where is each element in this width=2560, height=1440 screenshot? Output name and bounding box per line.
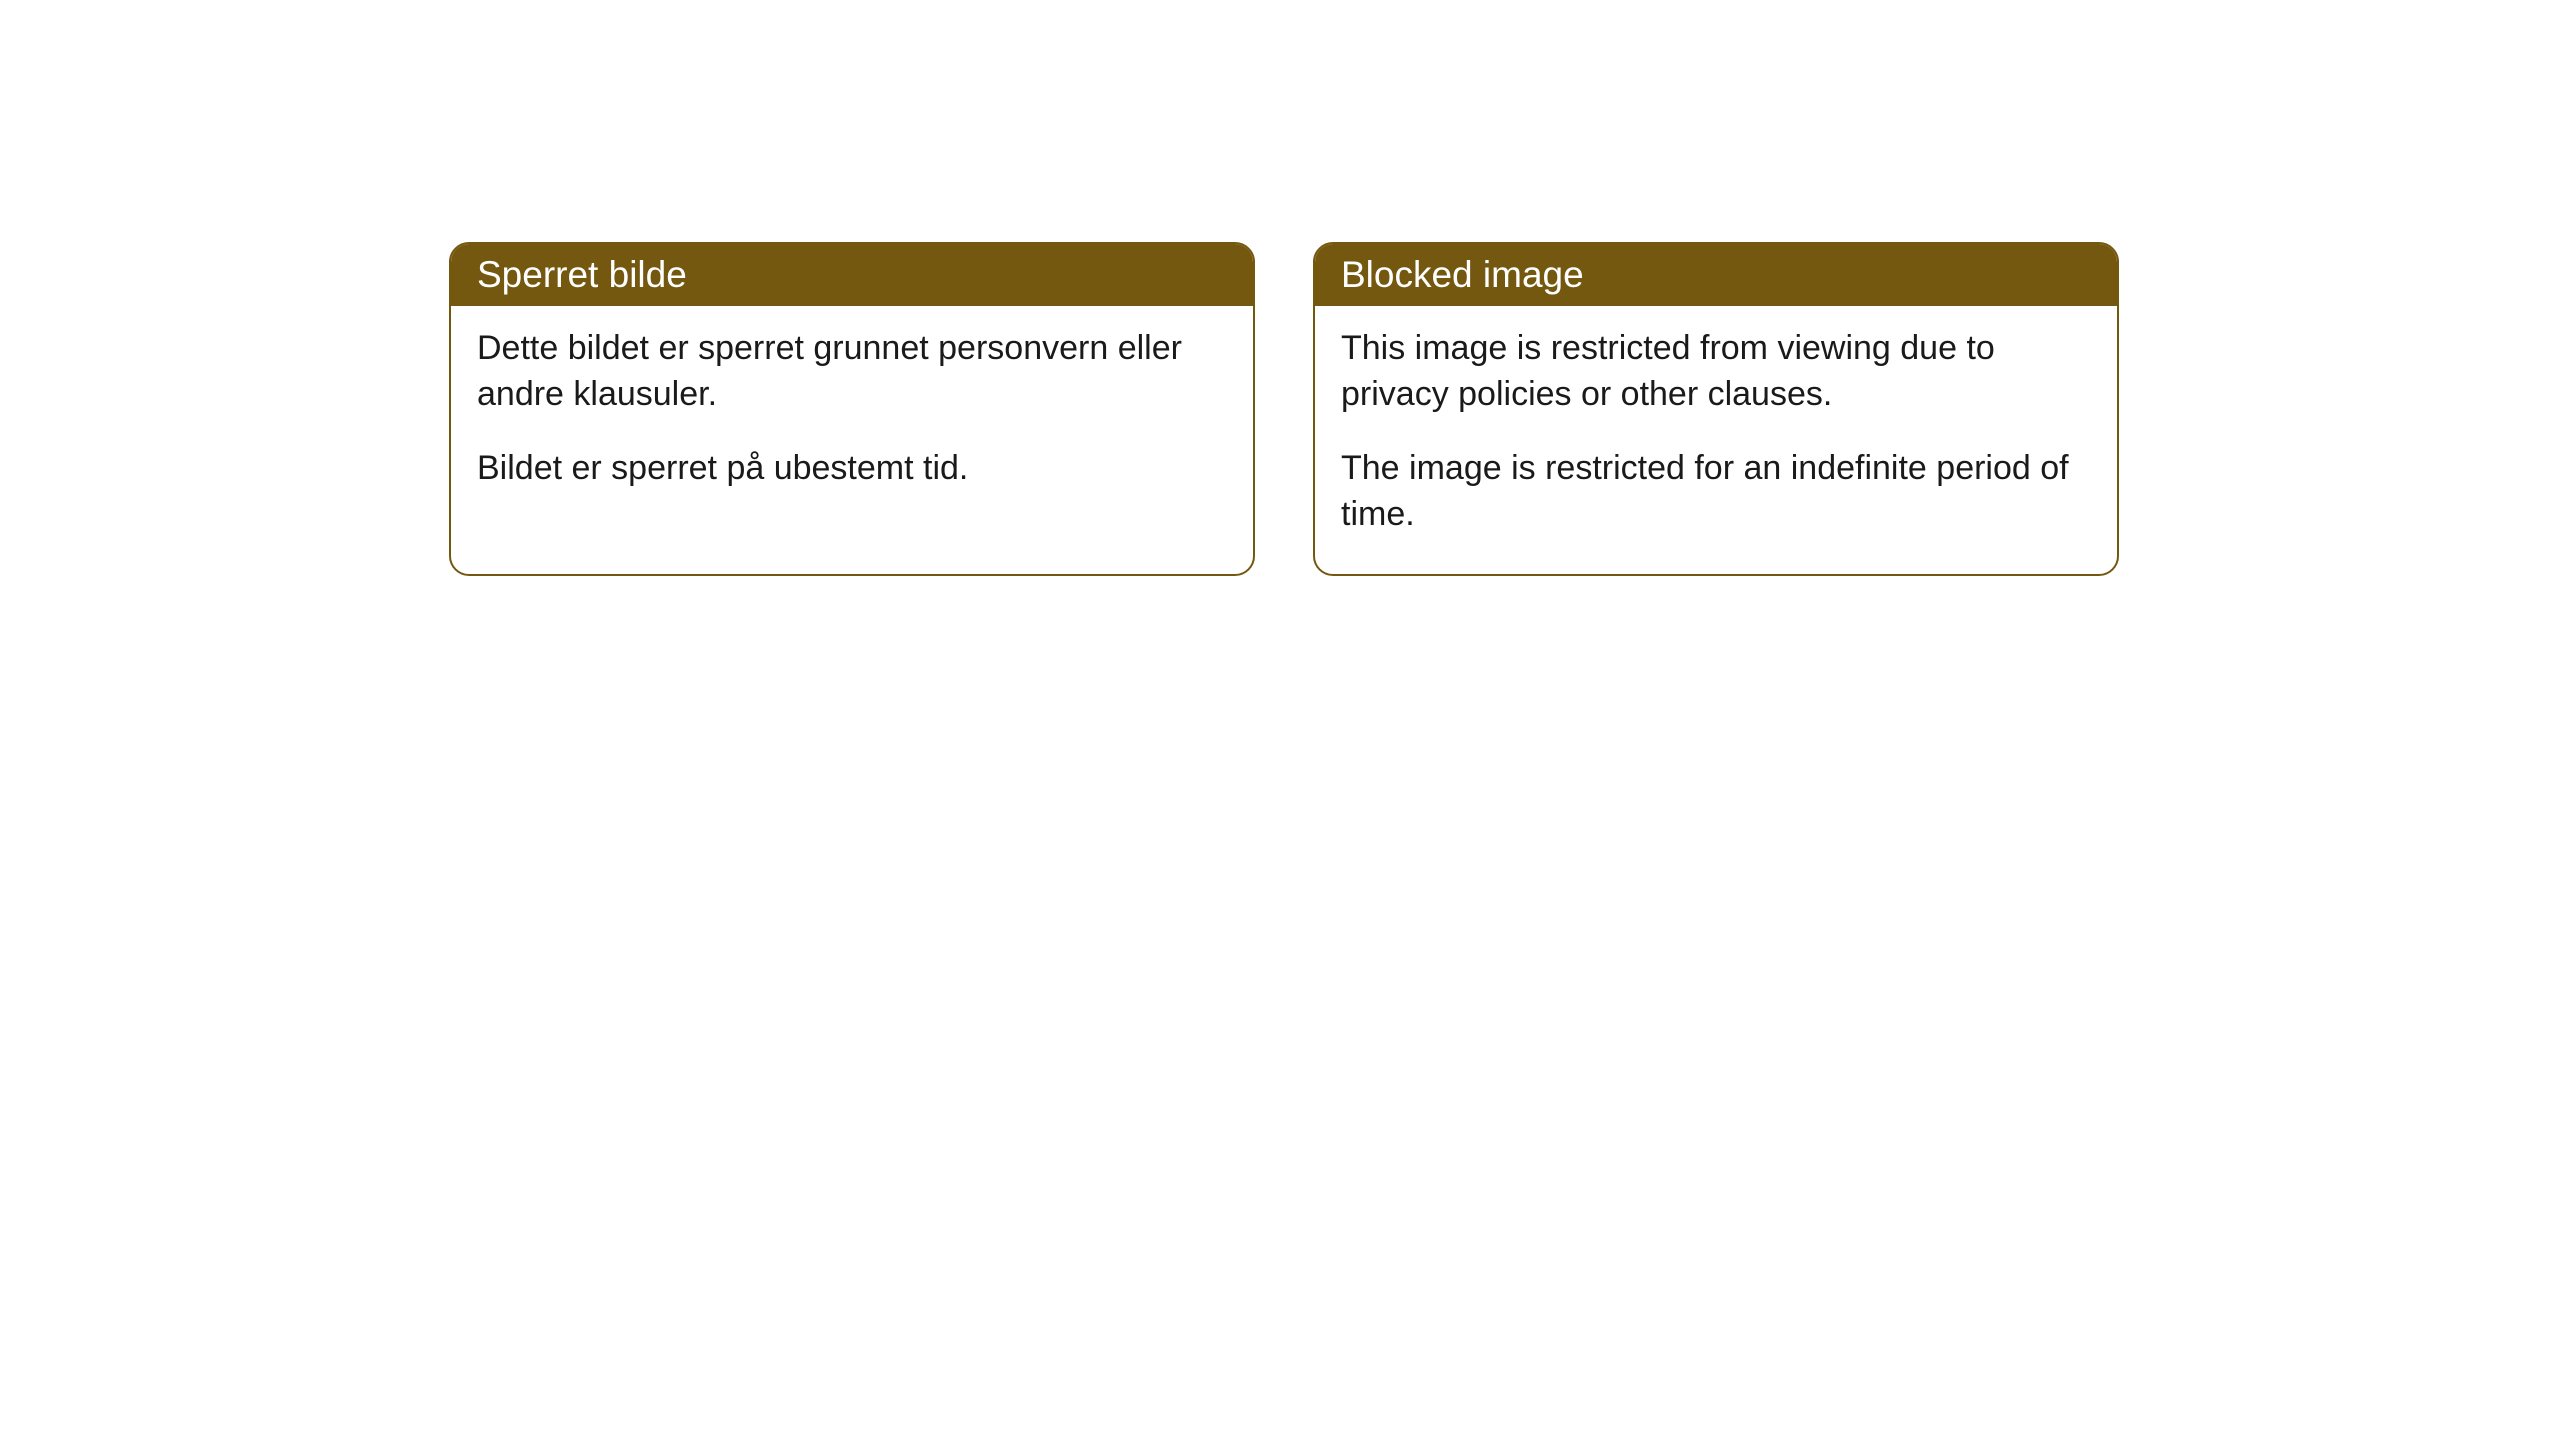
notice-card-english: Blocked image This image is restricted f… — [1313, 242, 2119, 576]
notice-paragraph: Dette bildet er sperret grunnet personve… — [477, 326, 1227, 418]
notice-header-norwegian: Sperret bilde — [451, 244, 1253, 306]
notice-paragraph: Bildet er sperret på ubestemt tid. — [477, 446, 1227, 492]
notice-card-norwegian: Sperret bilde Dette bildet er sperret gr… — [449, 242, 1255, 576]
notice-body-english: This image is restricted from viewing du… — [1315, 306, 2117, 574]
notice-title: Sperret bilde — [477, 254, 687, 295]
notice-header-english: Blocked image — [1315, 244, 2117, 306]
notice-title: Blocked image — [1341, 254, 1584, 295]
notice-paragraph: This image is restricted from viewing du… — [1341, 326, 2091, 418]
notice-paragraph: The image is restricted for an indefinit… — [1341, 446, 2091, 538]
notice-body-norwegian: Dette bildet er sperret grunnet personve… — [451, 306, 1253, 528]
notice-cards-container: Sperret bilde Dette bildet er sperret gr… — [449, 242, 2119, 576]
